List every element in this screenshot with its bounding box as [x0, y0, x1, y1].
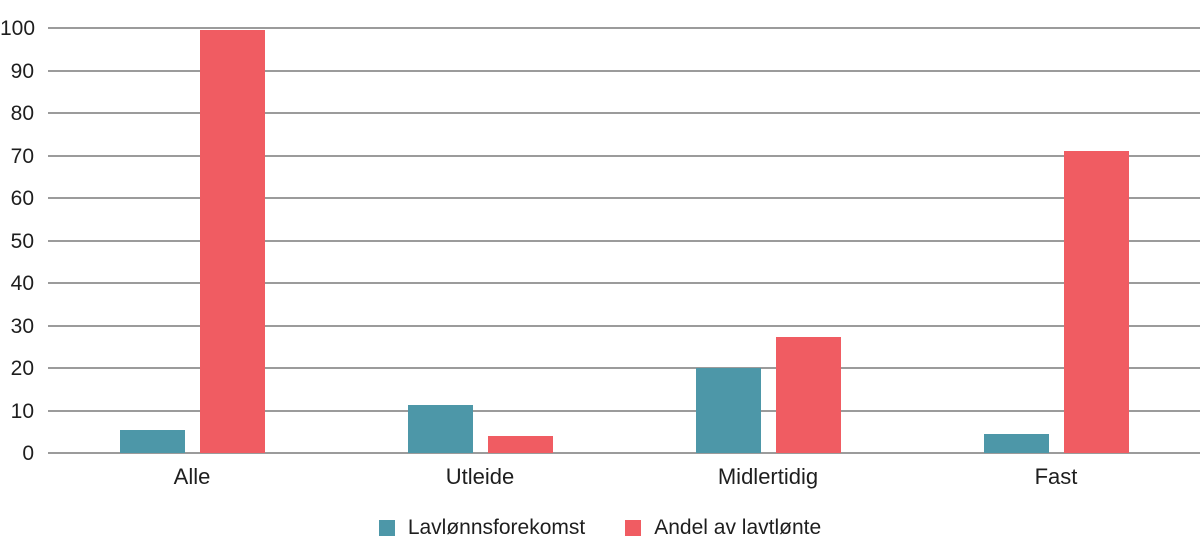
x-axis-category-label: Utleide: [445, 464, 515, 489]
legend-label: Lavlønnsforekomst: [407, 516, 586, 539]
y-axis-tick-label: 90: [10, 59, 34, 83]
bar-alle-series-0: [119, 429, 185, 453]
y-axis-tick-label: 0: [22, 442, 34, 465]
legend-swatch-icon: [378, 519, 395, 536]
gridline-y-40: [48, 282, 1200, 284]
gridline-y-80: [48, 112, 1200, 114]
legend-swatch-icon: [625, 519, 642, 536]
gridline-y-10: [48, 409, 1200, 412]
bar-midlertidig-series-0: [695, 368, 761, 453]
gridline-y-30: [48, 324, 1200, 327]
bar-utleide-series-0: [407, 405, 473, 453]
gridline-y-50: [48, 239, 1200, 242]
y-axis-tick-label: 10: [10, 399, 34, 423]
bar-midlertidig-series-1: [775, 336, 841, 453]
gridline-y-60: [48, 197, 1200, 199]
chart-legend: Lavlønnsforekomst Andel av lavtlønte: [0, 517, 1200, 538]
bar-utleide-series-1: [487, 436, 553, 453]
y-axis-tick-label: 60: [10, 187, 34, 210]
bar-fast-series-0: [983, 433, 1049, 453]
gridline-y-20: [48, 367, 1200, 369]
x-axis-category-label: Fast: [1034, 464, 1078, 489]
y-axis-tick-label: 30: [10, 314, 34, 338]
y-axis-tick-label: 20: [10, 357, 34, 380]
gridline-y-100: [48, 27, 1200, 29]
bar-fast-series-1: [1063, 151, 1129, 453]
y-axis-tick-label: 50: [10, 229, 34, 253]
gridline-y-0: [48, 452, 1200, 454]
x-axis-category-label: Alle: [173, 464, 211, 489]
y-axis-tick-label: 100: [0, 17, 36, 40]
y-axis-tick-label: 80: [10, 102, 34, 125]
gridline-y-90: [48, 69, 1200, 72]
bar-alle-series-1: [199, 30, 265, 453]
x-axis-category-label: Midlertidig: [717, 464, 819, 489]
y-axis-tick-label: 70: [10, 144, 34, 168]
y-axis-tick-label: 40: [10, 272, 34, 295]
legend-label: Andel av lavtlønte: [654, 516, 822, 539]
gridline-y-70: [48, 154, 1200, 157]
legend-item-0: Lavlønnsforekomst: [378, 516, 586, 539]
legend-item-1: Andel av lavtlønte: [625, 517, 821, 538]
